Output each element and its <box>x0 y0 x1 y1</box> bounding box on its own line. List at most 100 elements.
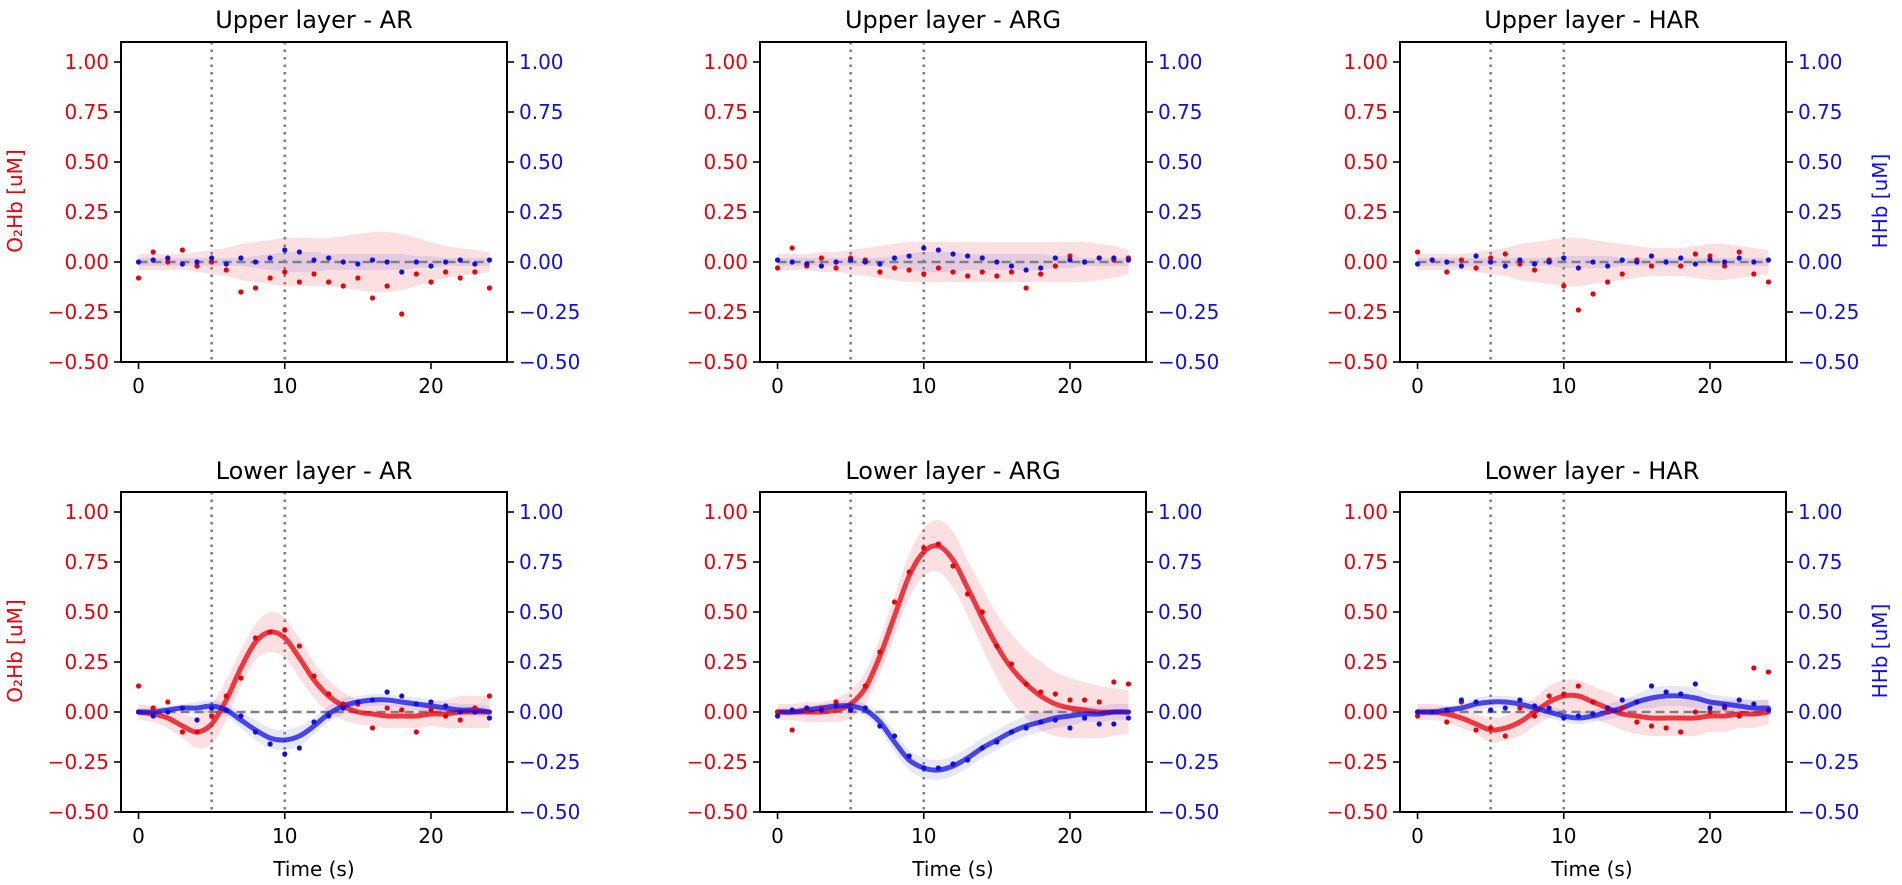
data-point-hhb <box>267 741 273 747</box>
data-point-o2hb <box>1111 679 1117 685</box>
data-point-o2hb <box>891 265 898 271</box>
data-point-hhb <box>1052 255 1058 261</box>
data-point-hhb <box>296 249 302 255</box>
data-point-hhb <box>340 259 346 265</box>
data-point-hhb <box>1081 259 1088 265</box>
data-point-hhb <box>994 259 1000 265</box>
data-point-hhb <box>1721 259 1728 265</box>
data-point-hhb <box>1546 259 1552 265</box>
data-point-o2hb <box>399 311 405 317</box>
left-y-tick-label: −0.25 <box>48 300 109 324</box>
left-y-tick-label: −0.50 <box>48 800 109 824</box>
data-point-o2hb <box>789 727 795 733</box>
data-point-o2hb <box>979 609 985 615</box>
data-point-o2hb <box>355 275 361 281</box>
right-y-tick-label: −0.25 <box>519 750 580 774</box>
left-y-tick-label: 0.00 <box>703 250 748 274</box>
x-tick-label: 20 <box>1697 824 1722 848</box>
data-point-hhb <box>238 255 244 261</box>
data-point-o2hb <box>1546 693 1552 699</box>
x-tick-label: 20 <box>418 374 443 398</box>
data-point-o2hb <box>877 649 883 655</box>
right-y-tick-label: 0.75 <box>519 100 564 124</box>
data-point-o2hb <box>1721 263 1728 269</box>
left-y-tick-label: 0.50 <box>64 600 109 624</box>
data-point-o2hb <box>1605 709 1611 715</box>
left-y-tick-label: 1.00 <box>1343 50 1388 74</box>
x-tick-label: 10 <box>1551 824 1576 848</box>
data-point-o2hb <box>862 683 868 689</box>
data-point-o2hb <box>165 699 171 705</box>
axes-frame <box>1399 41 1787 363</box>
data-point-hhb <box>1038 719 1044 725</box>
left-y-tick-label: −0.50 <box>687 350 748 374</box>
left-y-tick-label: 1.00 <box>703 500 748 524</box>
right-y-tick-label: 0.75 <box>1798 100 1843 124</box>
data-point-o2hb <box>252 285 259 291</box>
left-y-tick-label: −0.25 <box>1327 750 1388 774</box>
data-point-o2hb <box>1008 661 1015 667</box>
data-point-hhb <box>906 753 912 759</box>
x-axis-label: Time (s) <box>911 857 993 881</box>
left-y-tick-label: 0.25 <box>703 200 748 224</box>
left-y-tick-label: 0.50 <box>1343 150 1388 174</box>
left-y-tick-label: 0.25 <box>64 650 109 674</box>
data-point-hhb <box>1663 689 1669 695</box>
data-point-o2hb <box>165 259 171 265</box>
data-point-hhb <box>1531 261 1538 267</box>
data-point-hhb <box>486 257 493 263</box>
x-tick-label: 0 <box>1411 824 1424 848</box>
x-tick-label: 20 <box>1697 374 1722 398</box>
left-y-tick-label: 0.75 <box>64 550 109 574</box>
data-point-o2hb <box>1488 725 1494 731</box>
data-point-hhb <box>1648 683 1655 689</box>
data-point-hhb <box>862 259 868 265</box>
left-y-tick-label: 1.00 <box>64 50 109 74</box>
data-point-o2hb <box>296 279 302 285</box>
data-point-o2hb <box>906 569 912 575</box>
right-y-tick-label: −0.25 <box>1158 300 1219 324</box>
data-point-hhb <box>789 259 795 265</box>
right-y-tick-label: 1.00 <box>1798 50 1843 74</box>
data-point-o2hb <box>1488 255 1494 261</box>
data-point-o2hb <box>1561 691 1567 697</box>
data-point-o2hb <box>1081 697 1088 703</box>
right-y-tick-label: 0.00 <box>1798 700 1843 724</box>
right-y-tick-label: 0.50 <box>1798 150 1843 174</box>
data-point-hhb <box>891 733 898 739</box>
left-y-tick-label: 0.75 <box>64 100 109 124</box>
data-point-hhb <box>267 255 273 261</box>
x-axis-label: Time (s) <box>272 857 354 881</box>
right-y-tick-label: 1.00 <box>1158 500 1203 524</box>
right-y-tick-label: 1.00 <box>1798 500 1843 524</box>
data-point-hhb <box>1502 263 1508 269</box>
data-point-hhb <box>1707 257 1713 263</box>
data-point-hhb <box>1575 713 1581 719</box>
data-point-o2hb <box>1575 683 1581 689</box>
data-point-hhb <box>862 705 868 711</box>
data-point-o2hb <box>457 717 463 723</box>
data-point-hhb <box>1634 259 1640 265</box>
right-y-tick-label: 0.75 <box>1158 550 1203 574</box>
right-y-tick-label: −0.25 <box>1798 750 1859 774</box>
data-point-o2hb <box>1444 269 1450 275</box>
axes-frame <box>120 491 508 813</box>
data-point-o2hb <box>209 259 215 265</box>
data-point-hhb <box>979 255 985 261</box>
data-point-hhb <box>1023 267 1029 273</box>
data-point-o2hb <box>950 269 956 275</box>
data-point-hhb <box>1692 681 1698 687</box>
data-point-o2hb <box>1531 267 1538 273</box>
right-y-tick-label: 0.00 <box>1158 700 1203 724</box>
panel-title: Lower layer - AR <box>216 457 413 485</box>
x-tick-label: 10 <box>272 824 297 848</box>
panel-title: Lower layer - HAR <box>1485 457 1700 485</box>
right-y-tick-label: 0.00 <box>1158 250 1203 274</box>
data-point-o2hb <box>267 629 273 635</box>
data-point-hhb <box>326 255 332 261</box>
data-point-hhb <box>340 705 346 711</box>
data-point-hhb <box>209 255 215 261</box>
data-point-hhb <box>1111 721 1117 727</box>
data-point-hhb <box>1414 261 1421 267</box>
